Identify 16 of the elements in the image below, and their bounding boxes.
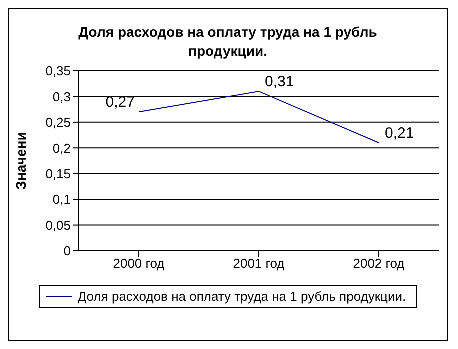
y-tick-label: 0,25 bbox=[46, 115, 71, 130]
y-tick-label: 0 bbox=[64, 244, 71, 259]
y-tick-label: 0,3 bbox=[52, 89, 71, 104]
chart-title: Доля расходов на оплату труда на 1 рубль продукции. bbox=[78, 23, 378, 61]
x-tick-label: 2001 год bbox=[233, 256, 286, 272]
legend-label: Доля расходов на оплату труда на 1 рубль продукции. bbox=[78, 289, 406, 304]
x-tick-label: 2000 год bbox=[113, 256, 166, 272]
data-label: 0,31 bbox=[265, 74, 294, 91]
data-label: 0,21 bbox=[385, 125, 414, 142]
y-axis-title: Значени bbox=[12, 132, 29, 190]
y-tick-label: 0,2 bbox=[52, 140, 71, 156]
y-tick-label: 0,15 bbox=[46, 166, 71, 182]
y-tick-label: 0,1 bbox=[52, 192, 71, 208]
y-tick-label: 0,35 bbox=[46, 64, 71, 79]
y-tick-label: 0,05 bbox=[46, 218, 71, 233]
x-tick-label: 2002 год bbox=[353, 256, 406, 272]
